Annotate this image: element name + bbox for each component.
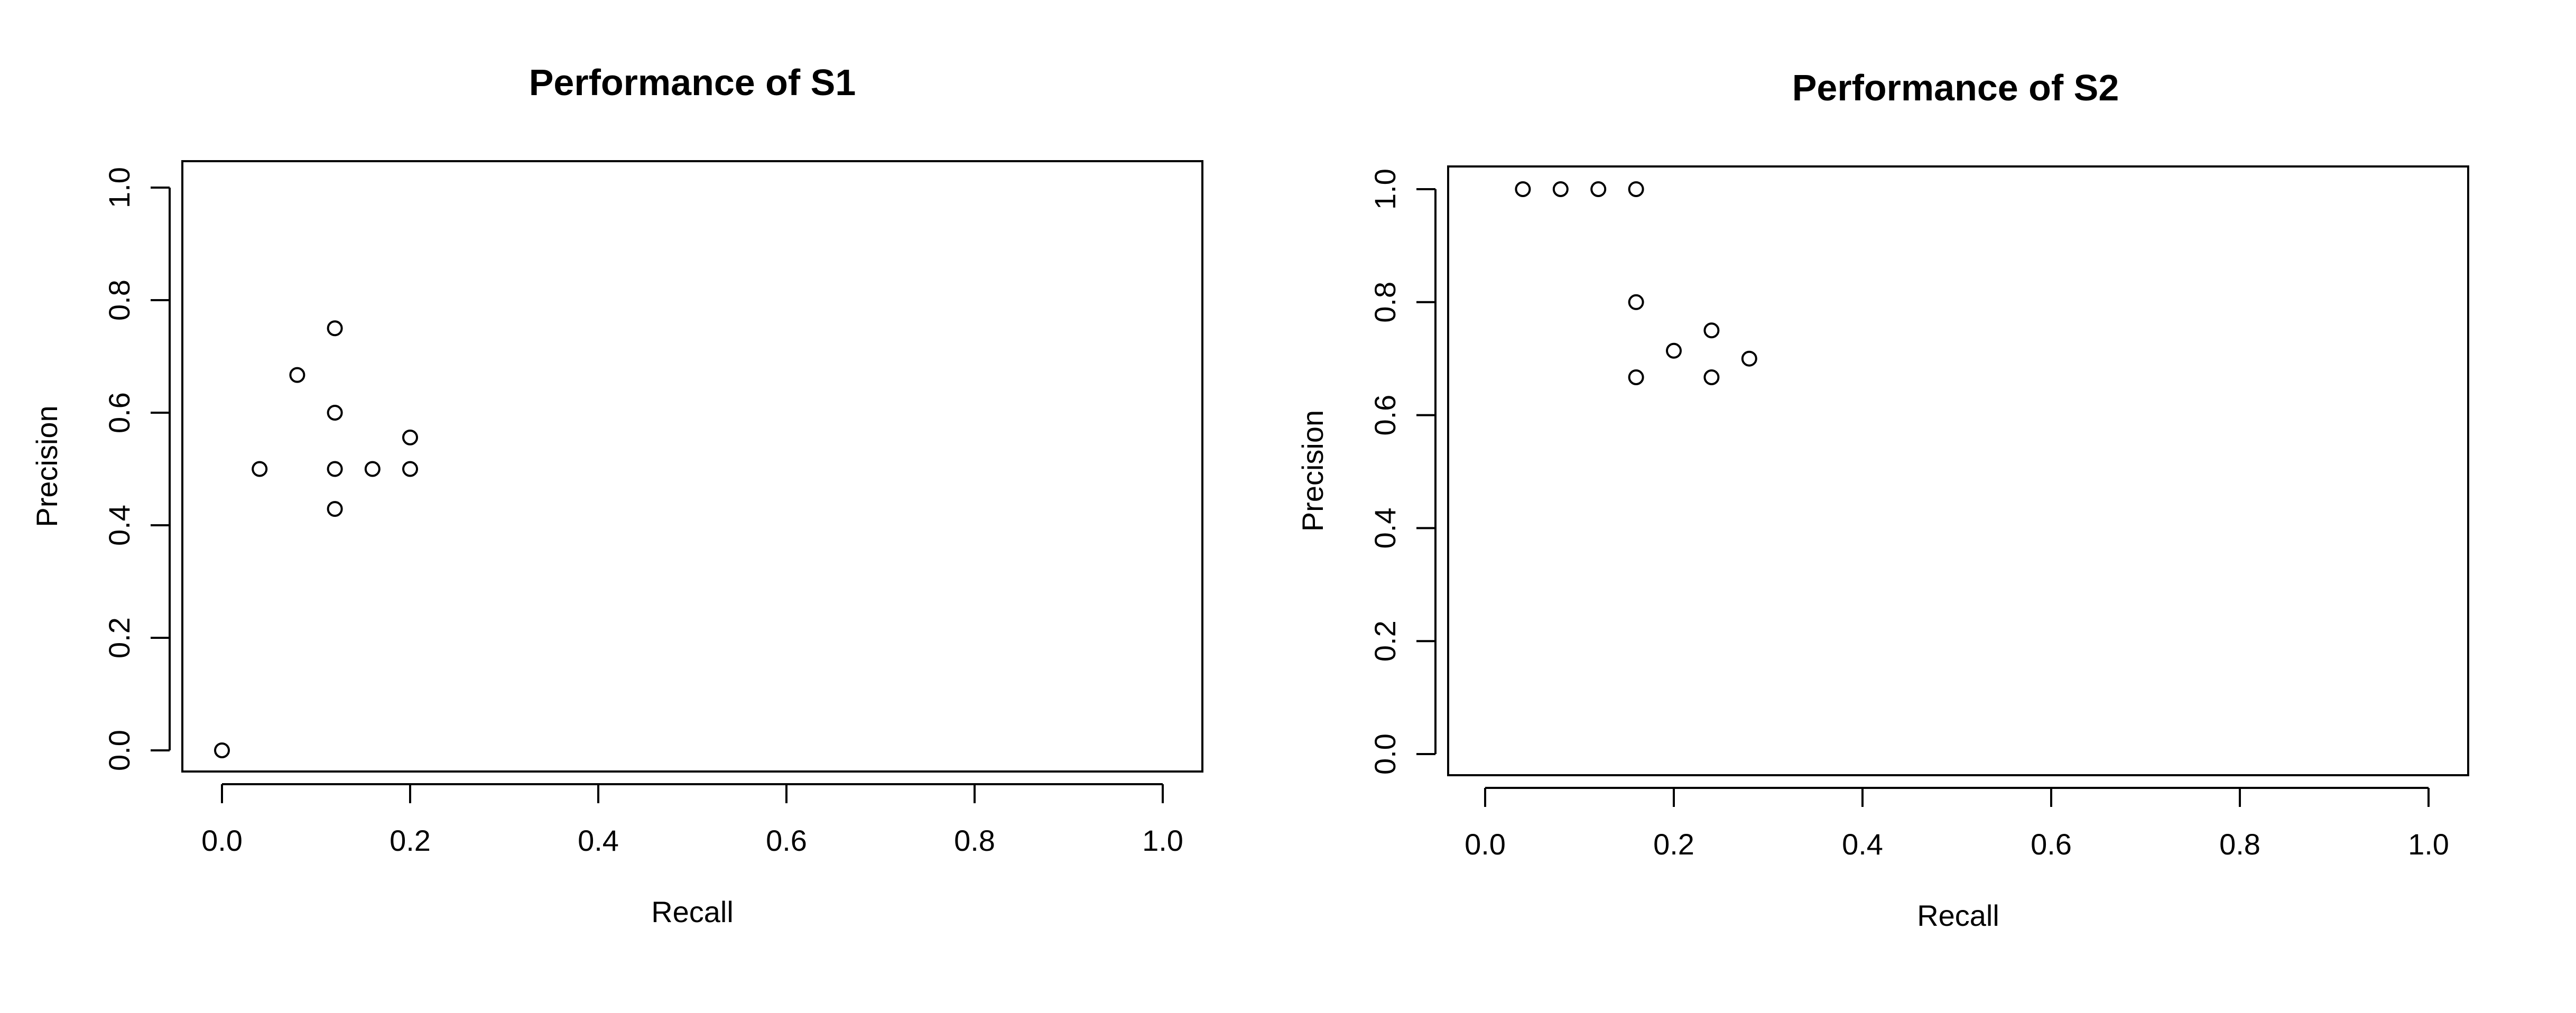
x-tick-label: 0.6: [2031, 828, 2072, 861]
x-axis-label: Recall: [651, 895, 734, 928]
x-axis-label: Recall: [1917, 899, 1999, 932]
data-point: [364, 461, 381, 477]
y-tick-label: 0.6: [1368, 395, 1402, 436]
y-axis-label: Precision: [1296, 410, 1329, 532]
plot-frame: [1447, 165, 2469, 776]
y-tick-label: 1.0: [1368, 169, 1402, 210]
data-point: [1552, 181, 1569, 197]
panel-s1: Performance of S1 0.0 0.2 0.4 0.6 0.8 1.0 0.0 0.…: [30, 62, 1203, 928]
x-tick-label: 0.2: [1653, 828, 1694, 861]
x-tick-label: 0.8: [954, 824, 995, 857]
data-point: [1628, 369, 1644, 385]
chart-title: Performance of S2: [1792, 67, 2119, 108]
x-tick-label: 0.0: [201, 824, 243, 857]
data-point: [1590, 181, 1607, 197]
data-point: [1703, 369, 1720, 385]
x-tick-label: 0.2: [390, 824, 431, 857]
data-point: [327, 501, 343, 517]
y-tick-label: 1.0: [103, 167, 136, 208]
data-point: [327, 405, 343, 421]
y-tick-label: 0.4: [103, 505, 136, 546]
data-point: [1703, 322, 1720, 339]
x-tick-label: 0.0: [1465, 828, 1506, 861]
y-tick-label: 0.2: [103, 617, 136, 658]
data-point: [1741, 350, 1757, 367]
data-point: [1666, 342, 1682, 359]
data-point: [289, 367, 305, 383]
x-tick-label: 0.4: [1842, 828, 1883, 861]
y-tick-label: 0.0: [103, 730, 136, 771]
y-tick-label: 0.8: [1368, 282, 1402, 323]
x-tick-label: 1.0: [1142, 824, 1183, 857]
y-tick-label: 0.8: [103, 280, 136, 321]
x-tick-label: 0.4: [578, 824, 619, 857]
x-tick-label: 0.6: [766, 824, 807, 857]
data-point: [402, 429, 418, 445]
data-point: [402, 461, 418, 477]
data-point: [327, 461, 343, 477]
x-tick-label: 0.8: [2219, 828, 2260, 861]
panel-s2: Performance of S2 0.0 0.2 0.4 0.6 0.8 1.0 0.0 0.…: [1296, 67, 2469, 932]
chart-title: Performance of S1: [529, 62, 856, 103]
x-tick-label: 1.0: [2408, 828, 2449, 861]
y-tick-label: 0.4: [1368, 507, 1402, 549]
data-point: [252, 461, 268, 477]
data-point: [214, 742, 230, 758]
y-axis-label: Precision: [30, 405, 63, 527]
data-point: [327, 320, 343, 337]
data-point: [1628, 294, 1644, 310]
data-point: [1515, 181, 1531, 197]
y-tick-label: 0.2: [1368, 620, 1402, 662]
y-tick-label: 0.0: [1368, 733, 1402, 775]
y-tick-label: 0.6: [103, 392, 136, 433]
plot-frame: [181, 160, 1203, 773]
data-point: [1628, 181, 1644, 197]
